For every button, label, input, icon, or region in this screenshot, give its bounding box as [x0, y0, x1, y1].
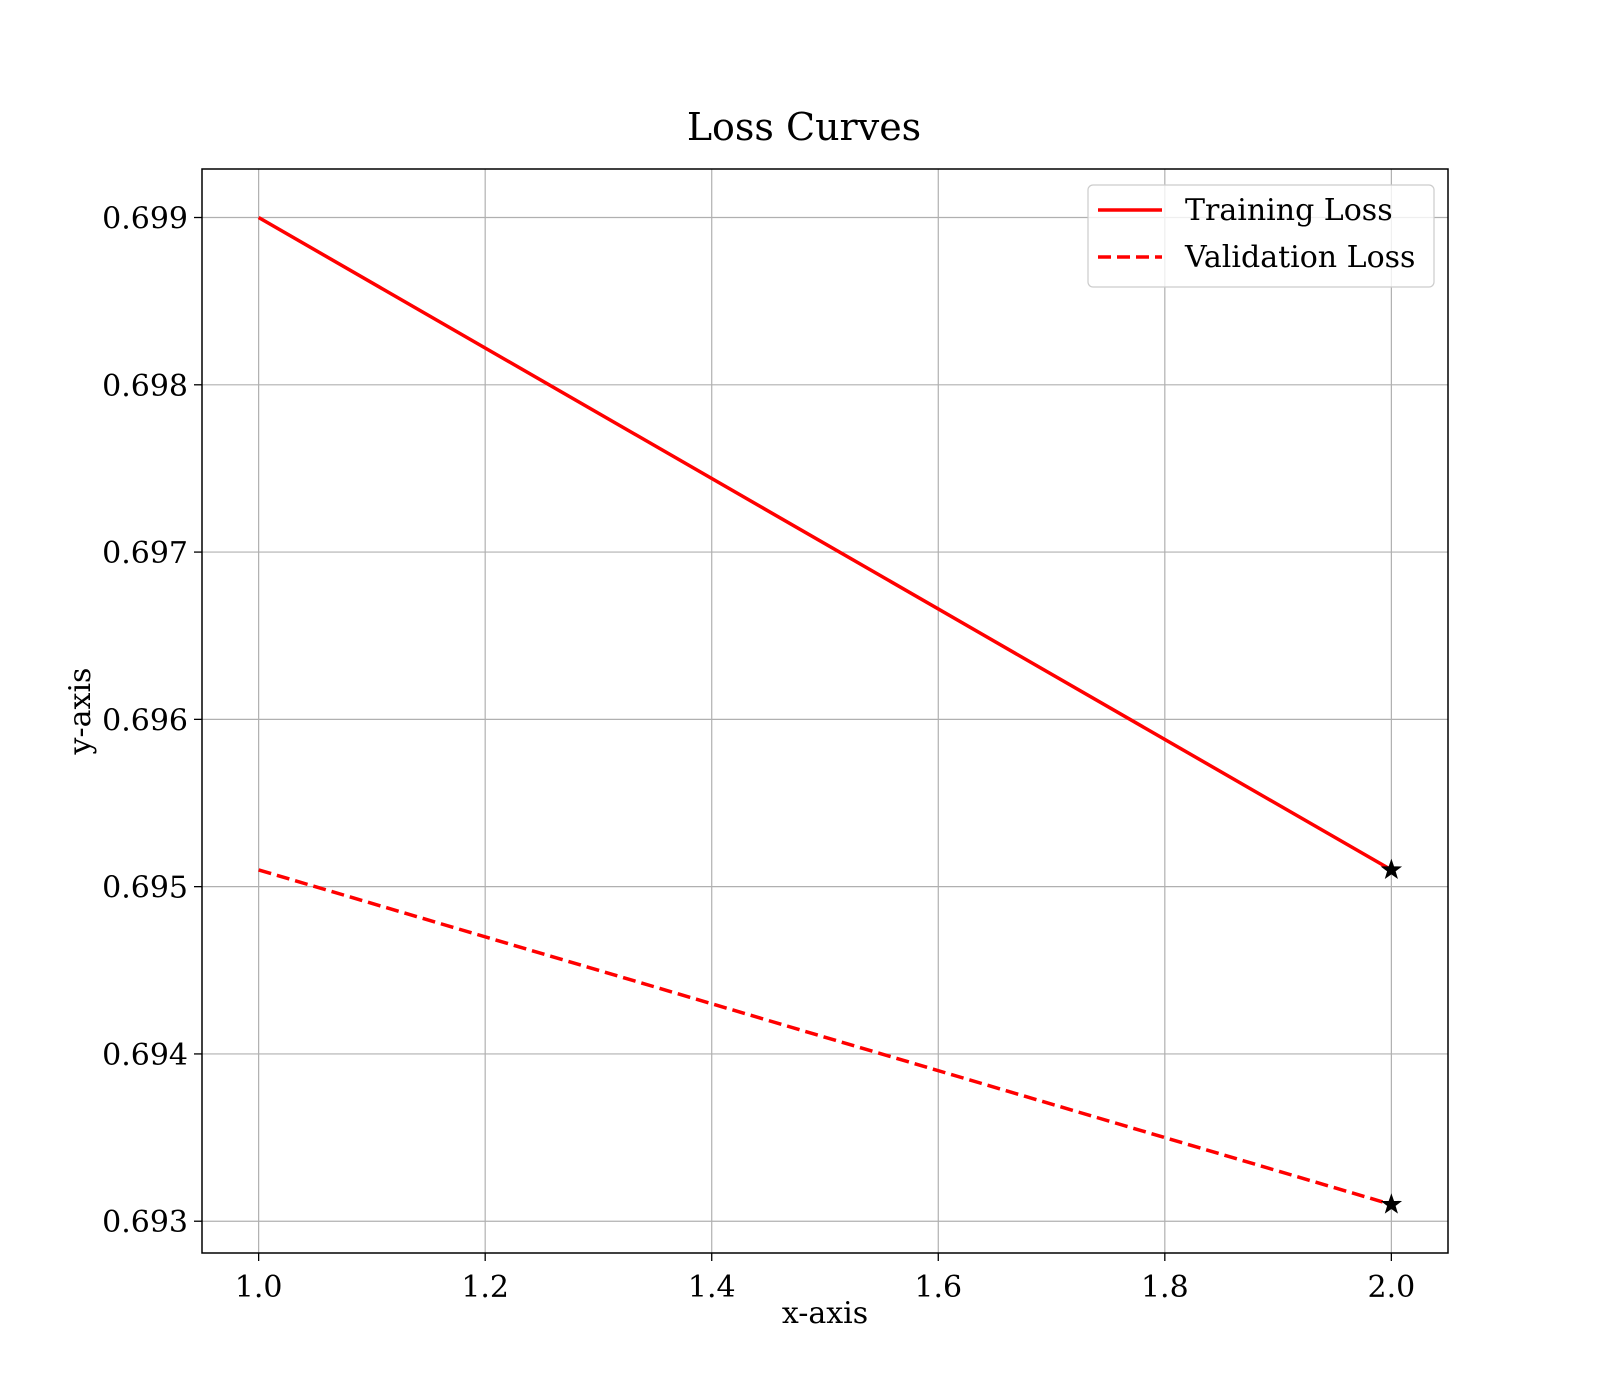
- y-tick-label: 0.698: [102, 369, 188, 404]
- legend-label-validation: Validation Loss: [1184, 240, 1415, 275]
- series-line-0: [257, 215, 1393, 872]
- y-tick-label: 0.693: [102, 1205, 188, 1240]
- marker-layer: [1380, 858, 1403, 1214]
- plot-frame: [201, 168, 1449, 1254]
- grid: [202, 169, 1448, 1253]
- series-layer: [257, 215, 1393, 1207]
- x-axis-label: x-axis: [782, 1296, 868, 1331]
- legend-label-training: Training Loss: [1185, 193, 1393, 228]
- end-star-marker-0: [1380, 858, 1403, 879]
- x-tick-label: 2.0: [1368, 1270, 1416, 1305]
- x-tick-label: 1.6: [914, 1270, 962, 1305]
- y-tick-label: 0.697: [102, 536, 188, 571]
- legend-box: [1087, 184, 1435, 288]
- x-tick-label: 1.8: [1141, 1270, 1189, 1305]
- x-tick-label: 1.2: [461, 1270, 509, 1305]
- y-axis-label: y-axis: [63, 668, 98, 756]
- y-tick-label: 0.696: [102, 703, 188, 738]
- end-star-marker-1: [1380, 1193, 1403, 1214]
- y-tick-label: 0.695: [102, 871, 188, 906]
- legend: Training Loss Validation Loss: [1087, 184, 1435, 288]
- x-tick-label: 1.0: [235, 1270, 283, 1305]
- y-axis-ticks: 0.693 0.694 0.695 0.696 0.697 0.698 0.699: [102, 202, 202, 1240]
- chart-title: Loss Curves: [687, 105, 921, 149]
- x-axis-ticks: 1.0 1.2 1.4 1.6 1.8 2.0: [235, 1253, 1415, 1305]
- y-tick-label: 0.699: [102, 202, 188, 237]
- y-tick-label: 0.694: [102, 1038, 188, 1073]
- series-line-1: [258, 868, 1392, 1207]
- x-tick-label: 1.4: [688, 1270, 736, 1305]
